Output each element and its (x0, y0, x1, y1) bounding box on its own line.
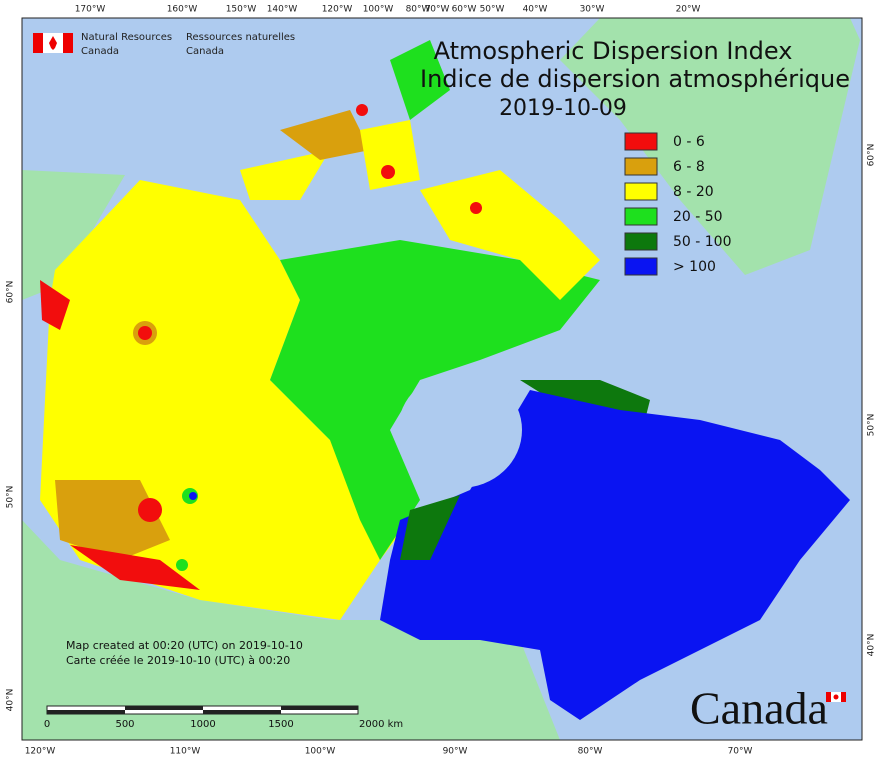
title: Indice de dispersion atmosphérique (420, 65, 850, 93)
legend-swatch (624, 232, 658, 251)
graticule-label: 70°W (425, 5, 450, 15)
title: Atmospheric Dispersion Index (434, 37, 793, 65)
island (280, 110, 370, 160)
scale-bar (281, 706, 358, 710)
greenland (560, 18, 860, 275)
graticule-label: 80°W (406, 5, 431, 15)
scale-bar (125, 706, 203, 710)
blob (138, 326, 152, 340)
graticule-label: 160°W (167, 5, 198, 15)
island (360, 120, 420, 190)
notes: Map created at 00:20 (UTC) on 2019-10-10… (66, 639, 303, 667)
legend-label: > 100 (673, 259, 716, 275)
note: Carte créée le 2019-10-10 (UTC) à 00:20 (66, 654, 290, 667)
legend-label: 8 - 20 (673, 184, 714, 200)
legend-swatch (624, 182, 658, 201)
island (390, 40, 450, 120)
graticule-label: 40°N (867, 634, 877, 657)
scale-label: 0 (44, 719, 50, 730)
flag (49, 36, 57, 50)
graticule-label: 40°N (6, 689, 16, 712)
note: Map created at 00:20 (UTC) on 2019-10-10 (66, 639, 303, 652)
flag (841, 692, 846, 702)
scale-bar (46, 705, 359, 715)
region-green (270, 240, 600, 560)
region-darkgreen (400, 495, 460, 560)
island (240, 150, 330, 200)
wordmark-flag (826, 692, 846, 702)
agency: Natural Resources (81, 32, 172, 43)
graticule-label: 170°W (75, 5, 106, 15)
date: 2019-10-09 (499, 96, 627, 121)
graticule-label: 100°W (305, 747, 336, 757)
wordmark: Canada (690, 683, 828, 734)
graticule-label: 150°W (226, 5, 257, 15)
scale-label: 500 (115, 719, 134, 730)
logo-flag (33, 33, 73, 53)
legend-label: 50 - 100 (673, 234, 732, 250)
scale-label: 1000 (190, 719, 215, 730)
graticule-labels: 170°W 160°W 150°W 140°W 120°W 100°W 80°W70°W 60… (6, 5, 877, 757)
agency: Ressources naturelles (186, 32, 295, 43)
flag (33, 33, 43, 53)
graticule-label: 20°W (676, 5, 701, 15)
frame (21, 17, 863, 741)
flag (833, 694, 839, 700)
legend-swatch (624, 157, 658, 176)
graticule-label: 40°W (523, 5, 548, 15)
blob (470, 202, 482, 214)
graticule-label: 100°W (363, 5, 394, 15)
titles: Atmospheric Dispersion Index Indice de d… (420, 37, 850, 121)
legend-swatch (624, 257, 658, 276)
legend-swatch (624, 132, 658, 151)
legend: 0 - 6 6 - 8 8 - 20 20 - 50 50 - 100 > 100 (624, 132, 732, 276)
legend-label: 20 - 50 (673, 209, 723, 225)
hudson-bay (398, 372, 522, 488)
scale-bar (47, 710, 125, 714)
graticule-label: 110°W (170, 747, 201, 757)
blob (70, 545, 200, 590)
island (420, 170, 600, 300)
graticule-label: 90°W (443, 747, 468, 757)
graticule-label: 70°W (728, 747, 753, 757)
graticule-label: 50°N (6, 486, 16, 509)
graticule-label: 30°W (580, 5, 605, 15)
graticule-label: 120°W (25, 747, 56, 757)
graticule-label: 80°W (578, 747, 603, 757)
scale-label: 1500 (268, 719, 293, 730)
legend-label: 0 - 6 (673, 134, 705, 150)
blob (138, 498, 162, 522)
blob (40, 280, 70, 330)
blob (189, 492, 197, 500)
graticule-label: 60°N (6, 281, 16, 304)
scale-bar (203, 710, 281, 714)
scale-labels: 0 500 1000 1500 2000 km (44, 719, 403, 730)
graticule-label: 60°N (867, 144, 877, 167)
agency: Canada (186, 46, 224, 57)
agency: Canada (81, 46, 119, 57)
alaska (22, 170, 125, 300)
blob (381, 165, 395, 179)
map (21, 17, 863, 741)
blob (55, 480, 170, 560)
scale-label: 2000 km (359, 719, 403, 730)
usa (22, 520, 560, 740)
graticule-label: 50°W (480, 5, 505, 15)
graticule-label: 50°N (867, 414, 877, 437)
flag (826, 692, 831, 702)
legend-label: 6 - 8 (673, 159, 705, 175)
blob (356, 104, 368, 116)
graticule-label: 120°W (322, 5, 353, 15)
legend-swatch (624, 207, 658, 226)
header: Natural Resources Canada Ressources natu… (81, 32, 295, 57)
graticule-label: 140°W (267, 5, 298, 15)
blob (176, 559, 188, 571)
flag (63, 33, 73, 53)
graticule-label: 60°W (452, 5, 477, 15)
